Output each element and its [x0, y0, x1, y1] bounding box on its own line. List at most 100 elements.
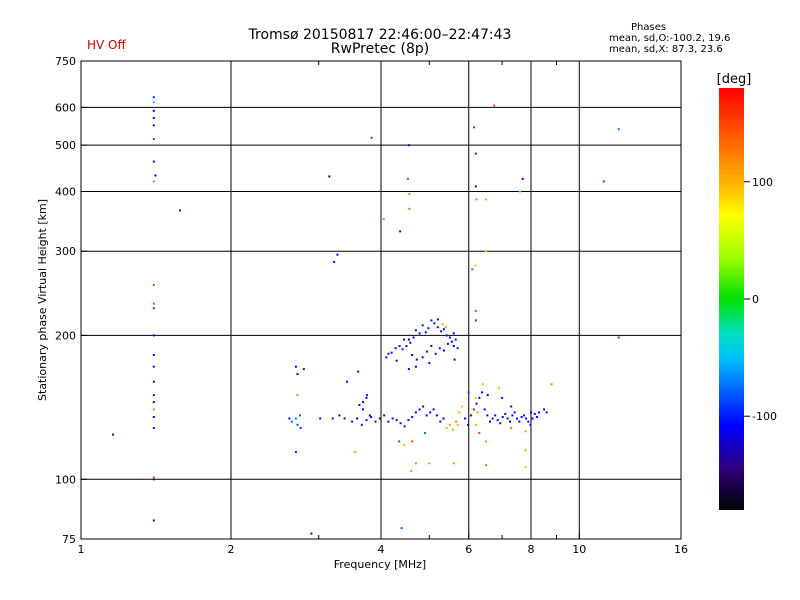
data-point — [474, 423, 477, 426]
data-point — [411, 354, 414, 356]
data-point — [421, 324, 424, 327]
data-point — [524, 449, 527, 452]
data-point — [112, 433, 115, 436]
data-point — [152, 427, 155, 429]
data-point — [467, 391, 470, 394]
colorbar-tick-label: 0 — [752, 293, 759, 306]
data-point — [510, 405, 513, 408]
y-tick-label: 300 — [55, 245, 76, 258]
data-point — [494, 414, 497, 417]
data-point — [405, 345, 408, 347]
data-point — [395, 359, 398, 362]
colorbar-tick-label: 100 — [752, 176, 773, 189]
data-point — [414, 411, 417, 414]
data-point — [152, 96, 155, 99]
axis-ticks: 1 2 4 6 8 10 16 75 100 200 300 400 500 600 750 — [55, 55, 688, 556]
data-point — [411, 440, 414, 443]
data-point — [408, 207, 411, 210]
data-point — [441, 323, 444, 326]
data-point — [374, 420, 377, 423]
data-point — [617, 336, 620, 339]
data-point — [456, 347, 459, 350]
colorbar — [719, 88, 744, 510]
data-point — [152, 284, 155, 286]
data-point — [474, 319, 477, 322]
data-point — [452, 332, 455, 335]
data-point — [531, 417, 534, 420]
data-point — [485, 250, 488, 253]
data-point — [474, 264, 477, 267]
data-point — [474, 152, 477, 155]
data-point — [387, 352, 390, 355]
data-point — [518, 190, 521, 193]
data-point — [310, 532, 313, 535]
data-point — [299, 427, 302, 429]
phases-legend-title: Phases — [631, 22, 667, 33]
data-point — [448, 336, 451, 339]
data-point — [152, 380, 155, 383]
data-point — [509, 420, 511, 423]
data-point — [366, 394, 368, 397]
data-point — [435, 414, 438, 417]
data-point — [422, 405, 425, 408]
data-point — [501, 416, 504, 418]
data-point — [438, 347, 441, 350]
data-point — [154, 174, 157, 177]
data-point — [475, 402, 478, 405]
data-point — [450, 340, 453, 343]
data-point — [382, 218, 385, 221]
x-tick-label: 6 — [465, 543, 472, 556]
y-axis-label: Stationary phase Virtual Height [km] — [36, 199, 49, 401]
data-point — [152, 408, 155, 411]
y-tick-label: 600 — [55, 101, 76, 114]
data-point — [491, 417, 494, 420]
data-point — [343, 417, 346, 420]
data-point — [430, 345, 433, 347]
data-point — [358, 404, 361, 406]
data-point — [398, 345, 401, 347]
data-point — [464, 417, 467, 420]
data-point — [362, 408, 364, 411]
data-point — [524, 430, 527, 433]
data-point — [424, 331, 427, 334]
y-tick-label: 500 — [55, 139, 76, 152]
data-point — [469, 414, 472, 417]
data-point — [525, 417, 528, 420]
data-point — [408, 193, 411, 196]
data-point — [518, 420, 521, 423]
data-point — [370, 136, 373, 139]
data-point — [415, 358, 418, 361]
data-point — [399, 230, 402, 233]
data-point — [535, 416, 538, 418]
x-tick-label: 16 — [674, 543, 688, 556]
x-tick-label: 4 — [378, 543, 385, 556]
data-point — [486, 414, 489, 417]
phases-o-stats: mean, sd,O:-100.2, 19.6 — [609, 33, 731, 44]
data-point — [152, 138, 155, 140]
data-point — [496, 419, 499, 422]
data-point — [357, 370, 360, 373]
data-point — [522, 414, 525, 417]
data-point — [152, 124, 155, 127]
data-point — [446, 342, 449, 345]
data-point — [403, 338, 406, 341]
data-point — [378, 417, 381, 420]
data-point — [442, 417, 445, 420]
data-point — [152, 334, 155, 337]
data-point — [365, 396, 368, 399]
data-point — [467, 423, 469, 426]
data-point — [401, 348, 404, 351]
data-point — [390, 351, 393, 354]
data-point — [410, 470, 413, 473]
data-point — [407, 338, 410, 341]
data-point — [516, 417, 518, 420]
data-point — [513, 411, 516, 414]
data-point — [428, 462, 431, 465]
data-point — [426, 350, 429, 353]
data-point — [521, 177, 524, 180]
data-point — [356, 417, 358, 420]
data-point — [506, 417, 509, 420]
data-point — [538, 411, 540, 414]
data-point — [152, 519, 155, 522]
